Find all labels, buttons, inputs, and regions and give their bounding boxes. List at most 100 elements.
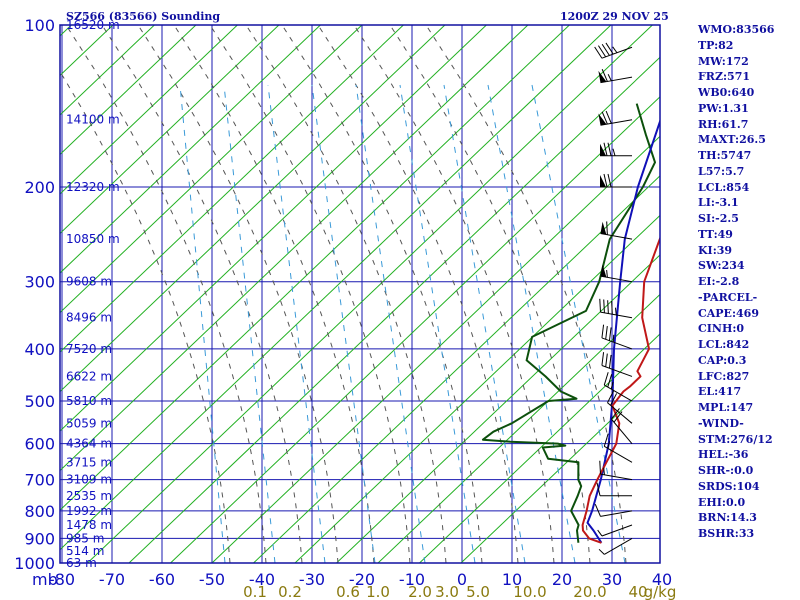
- stability-index-item: WMO:83566: [698, 23, 775, 36]
- height-label: 14100 m: [66, 113, 120, 127]
- dry-adiabat-line: [294, 214, 660, 563]
- stability-index-item: LCL:854: [698, 180, 750, 194]
- dry-adiabat-line: [60, 25, 446, 393]
- stability-index-item: MAXT:26.5: [698, 133, 766, 147]
- height-label: 12320 m: [66, 180, 120, 194]
- mixing-ratio-line: [531, 84, 626, 563]
- stability-index-item: EI:-2.8: [698, 275, 740, 288]
- barb-full-feather: [611, 300, 613, 315]
- dry-adiabat-line: [128, 56, 660, 563]
- dry-adiabat-line: [60, 25, 363, 314]
- barb-half-feather: [612, 46, 618, 54]
- barb-pennant: [600, 143, 606, 156]
- barb-full-feather: [607, 142, 612, 156]
- stability-index-item: RH:61.7: [698, 117, 749, 131]
- barb-full-feather: [610, 393, 618, 406]
- barb-full-feather: [608, 327, 612, 341]
- dry-adiabat-line: [170, 96, 660, 563]
- wind-barb: [599, 460, 633, 481]
- temperature-tick-label: 10: [502, 570, 522, 589]
- stability-index-item: CAPE:469: [698, 306, 759, 320]
- pressure-tick-label: 300: [24, 273, 55, 292]
- height-label: 1478 m: [66, 518, 112, 532]
- mixing-ratio-tick-label: 0.1: [243, 583, 267, 600]
- pressure-tick-label: 500: [24, 392, 55, 411]
- barb-full-feather: [606, 221, 608, 235]
- temperature-tick-label: -40: [249, 570, 275, 589]
- barb-full-feather: [607, 300, 609, 314]
- barb-full-feather: [605, 110, 612, 124]
- pressure-axis-label: mb: [32, 570, 58, 589]
- barb-staff: [604, 384, 633, 402]
- mixing-ratio-tick-label: 5.0: [466, 583, 490, 600]
- pressure-tick-label: 800: [24, 502, 55, 521]
- dry-adiabat-line: [60, 25, 487, 432]
- barb-pennant: [598, 113, 607, 126]
- pressure-tick-label: 200: [24, 178, 55, 197]
- barb-full-feather: [594, 46, 603, 59]
- wind-barb: [599, 298, 633, 319]
- temperature-tick-label: 0: [457, 570, 467, 589]
- temperature-tick-label: -10: [399, 570, 425, 589]
- height-label: 985 m: [66, 531, 104, 545]
- mixing-ratio-line: [267, 84, 326, 563]
- height-label: 7520 m: [66, 342, 112, 356]
- mixing-ratio-line: [487, 84, 576, 563]
- wind-barb: [598, 537, 633, 555]
- barb-full-feather: [603, 142, 608, 156]
- barb-half-feather: [607, 74, 612, 82]
- pressure-tick-label: 900: [24, 529, 55, 548]
- barb-staff: [604, 537, 633, 555]
- valid-time: 1200Z 29 NOV 25: [560, 10, 669, 23]
- height-label: 16520 m: [66, 18, 120, 32]
- barb-pennant: [600, 221, 607, 235]
- wind-barb: [600, 264, 633, 283]
- height-label: 9608 m: [66, 275, 112, 289]
- stability-indices-list: WMO:83566 TP:82 MW:172 FRZ:571 WB0:640 PW:1.3…: [698, 22, 774, 542]
- mixing-ratio-line: [355, 84, 426, 563]
- barb-staff: [604, 445, 633, 463]
- barb-full-feather: [607, 390, 614, 403]
- barb-full-feather: [607, 173, 612, 188]
- mixing-ratio-line: [399, 84, 476, 563]
- barb-full-feather: [601, 111, 608, 125]
- wind-barb: [600, 173, 632, 188]
- barb-full-feather: [598, 45, 607, 58]
- mixing-ratio-tick-label: 2.0: [408, 583, 432, 600]
- plot-frame: [59, 24, 661, 564]
- barb-full-feather: [594, 503, 601, 517]
- barb-full-feather: [599, 298, 601, 313]
- barb-half-feather: [598, 548, 605, 555]
- mixing-ratio-tick-label: 1.0: [366, 583, 390, 600]
- height-label: 6622 m: [66, 369, 112, 383]
- barb-half-feather: [603, 467, 605, 475]
- barb-full-feather: [601, 324, 605, 339]
- height-label: 2535 m: [66, 489, 112, 503]
- barb-staff: [600, 473, 633, 481]
- stability-index-item: LI:-3.1: [698, 196, 739, 210]
- barb-staff: [600, 510, 633, 517]
- stability-index-item: BRN:14.3: [698, 511, 757, 525]
- temperature-tick-label: 30: [602, 570, 622, 589]
- wind-barb: [600, 142, 632, 157]
- dry-adiabat-line: [377, 293, 660, 563]
- stability-index-item: BSHR:33: [698, 527, 755, 540]
- stability-index-item: SI:-2.5: [698, 212, 739, 225]
- pressure-tick-label: 100: [24, 16, 55, 35]
- dry-adiabat-line: [60, 25, 570, 511]
- height-label: 514 m: [66, 544, 104, 558]
- stability-index-item: HEL:-36: [698, 448, 749, 462]
- barb-staff: [601, 524, 633, 537]
- dry-adiabat-line: [60, 25, 197, 156]
- mixing-ratio-tick-label: 0.2: [278, 583, 302, 600]
- pressure-tick-label: 700: [24, 471, 55, 490]
- background-grid: [60, 25, 660, 563]
- stability-index-item: TH:5747: [698, 149, 752, 162]
- barb-half-feather: [606, 270, 608, 278]
- mixing-ratio-line: [223, 84, 276, 563]
- mixing-ratio-tick-label: 40: [628, 583, 647, 600]
- stability-index-item: -WIND-: [698, 416, 744, 430]
- stability-index-item: SW:234: [698, 259, 745, 273]
- stability-index-item: FRZ:571: [698, 70, 751, 84]
- stability-index-item: MW:172: [698, 54, 749, 68]
